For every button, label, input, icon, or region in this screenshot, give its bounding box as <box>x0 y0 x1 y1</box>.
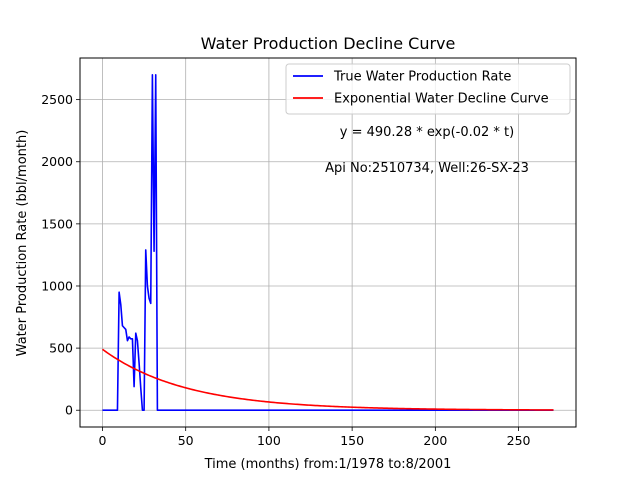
y-tick-label: 1500 <box>41 216 73 231</box>
series-true-water-production <box>102 73 554 412</box>
x-tick-label: 0 <box>98 433 106 448</box>
grid <box>80 58 576 427</box>
y-tick-label: 0 <box>65 403 73 418</box>
plot-frame <box>79 57 577 428</box>
series-exponential-decline <box>101 348 554 411</box>
x-tick-label: 250 <box>507 433 531 448</box>
y-tick-label: 2500 <box>41 92 73 107</box>
legend-box <box>285 63 571 115</box>
series-layer <box>101 73 554 412</box>
legend-label-exponential: Exponential Water Decline Curve <box>334 92 549 107</box>
well-annotation: Api No:2510734, Well:26-SX-23 <box>325 161 529 176</box>
x-tick-label: 150 <box>340 433 364 448</box>
x-axis-ticks: 0 50 100 150 200 250 <box>98 427 531 448</box>
legend: True Water Production Rate Exponential W… <box>285 63 571 115</box>
y-tick-label: 2000 <box>41 154 73 169</box>
y-tick-label: 500 <box>49 341 73 356</box>
equation-annotation: y = 490.28 * exp(-0.02 * t) <box>340 125 514 140</box>
legend-label-true-rate: True Water Production Rate <box>333 70 511 85</box>
chart-title: Water Production Decline Curve <box>201 34 456 53</box>
y-tick-label: 1000 <box>41 278 73 293</box>
x-tick-label: 50 <box>178 433 194 448</box>
x-axis-label: Time (months) from:1/1978 to:8/2001 <box>204 457 452 472</box>
y-axis-ticks: 0 500 1000 1500 2000 2500 <box>41 92 80 418</box>
y-axis-label: Water Production Rate (bbl/month) <box>15 130 30 357</box>
x-tick-label: 200 <box>423 433 447 448</box>
x-tick-label: 100 <box>257 433 281 448</box>
